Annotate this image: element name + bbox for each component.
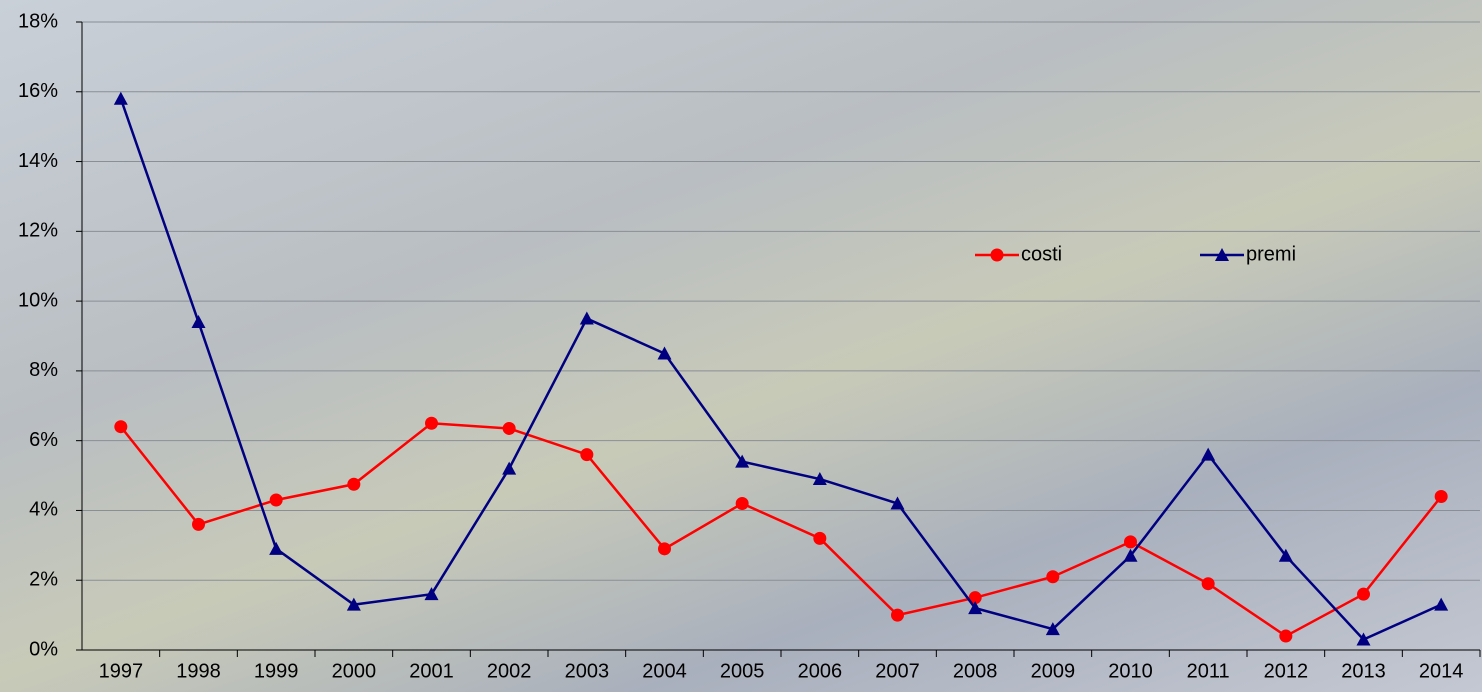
y-tick-label: 4% bbox=[29, 499, 58, 521]
x-tick-label: 2014 bbox=[1419, 660, 1464, 682]
x-tick-label: 1999 bbox=[254, 660, 299, 682]
data-point bbox=[1357, 587, 1370, 601]
x-tick-label: 2001 bbox=[409, 660, 454, 682]
x-tick-label: 2009 bbox=[1031, 660, 1076, 682]
x-tick-label: 2013 bbox=[1341, 660, 1386, 682]
legend-marker bbox=[1215, 248, 1229, 261]
data-point bbox=[1045, 622, 1060, 636]
data-point bbox=[579, 311, 594, 325]
data-point bbox=[812, 472, 827, 486]
data-point bbox=[347, 477, 361, 491]
data-point bbox=[1278, 548, 1293, 562]
data-point bbox=[113, 91, 128, 105]
y-tick-label: 6% bbox=[29, 429, 58, 451]
x-tick-label: 2008 bbox=[953, 660, 998, 682]
data-point bbox=[502, 461, 517, 475]
data-point bbox=[891, 608, 904, 622]
data-point bbox=[658, 542, 671, 556]
y-tick-label: 12% bbox=[18, 220, 58, 242]
data-point bbox=[1434, 489, 1448, 503]
data-point bbox=[1046, 570, 1060, 584]
x-tick-label: 2011 bbox=[1187, 660, 1230, 682]
x-tick-label: 2012 bbox=[1264, 660, 1309, 682]
x-tick-label: 2007 bbox=[875, 660, 920, 682]
data-point bbox=[657, 346, 672, 360]
y-tick-label: 2% bbox=[29, 569, 58, 591]
x-tick-label: 2003 bbox=[565, 660, 610, 682]
data-point bbox=[890, 496, 905, 510]
data-point bbox=[968, 591, 982, 605]
data-point bbox=[735, 454, 750, 468]
data-point bbox=[424, 587, 439, 601]
data-point bbox=[114, 420, 128, 434]
data-point bbox=[1201, 577, 1215, 591]
x-tick-label: 2010 bbox=[1108, 660, 1153, 682]
data-point bbox=[1123, 548, 1138, 562]
data-point bbox=[1279, 629, 1293, 643]
y-tick-label: 14% bbox=[18, 150, 58, 172]
legend-marker bbox=[990, 248, 1004, 262]
data-point bbox=[813, 531, 827, 545]
data-point bbox=[269, 541, 284, 555]
data-point bbox=[191, 315, 206, 329]
x-tick-label: 2004 bbox=[642, 660, 687, 682]
data-point bbox=[735, 496, 749, 510]
y-tick-label: 8% bbox=[29, 359, 58, 381]
data-point bbox=[346, 597, 361, 611]
x-tick-label: 2000 bbox=[332, 660, 377, 682]
x-tick-label: 2005 bbox=[720, 660, 765, 682]
data-point bbox=[192, 517, 205, 531]
y-tick-label: 10% bbox=[18, 289, 58, 311]
x-tick-label: 2006 bbox=[798, 660, 843, 682]
y-tick-label: 0% bbox=[29, 638, 58, 660]
series-line bbox=[119, 421, 1443, 638]
y-tick-label: 16% bbox=[18, 80, 58, 102]
data-point bbox=[968, 601, 983, 615]
data-point bbox=[502, 421, 516, 435]
data-point bbox=[1434, 597, 1449, 611]
legend-label: costi bbox=[1021, 243, 1062, 265]
x-tick-label: 2002 bbox=[487, 660, 532, 682]
data-point bbox=[1201, 447, 1216, 461]
legend-label: premi bbox=[1246, 243, 1296, 265]
x-tick-label: 1997 bbox=[99, 660, 144, 682]
x-tick-label: 1998 bbox=[176, 660, 221, 682]
data-point bbox=[269, 493, 283, 507]
data-point bbox=[1124, 535, 1137, 549]
data-point bbox=[425, 416, 438, 430]
data-point bbox=[580, 448, 594, 462]
y-tick-label: 18% bbox=[18, 10, 58, 32]
series-line bbox=[119, 98, 1442, 642]
data-point bbox=[1356, 632, 1371, 646]
